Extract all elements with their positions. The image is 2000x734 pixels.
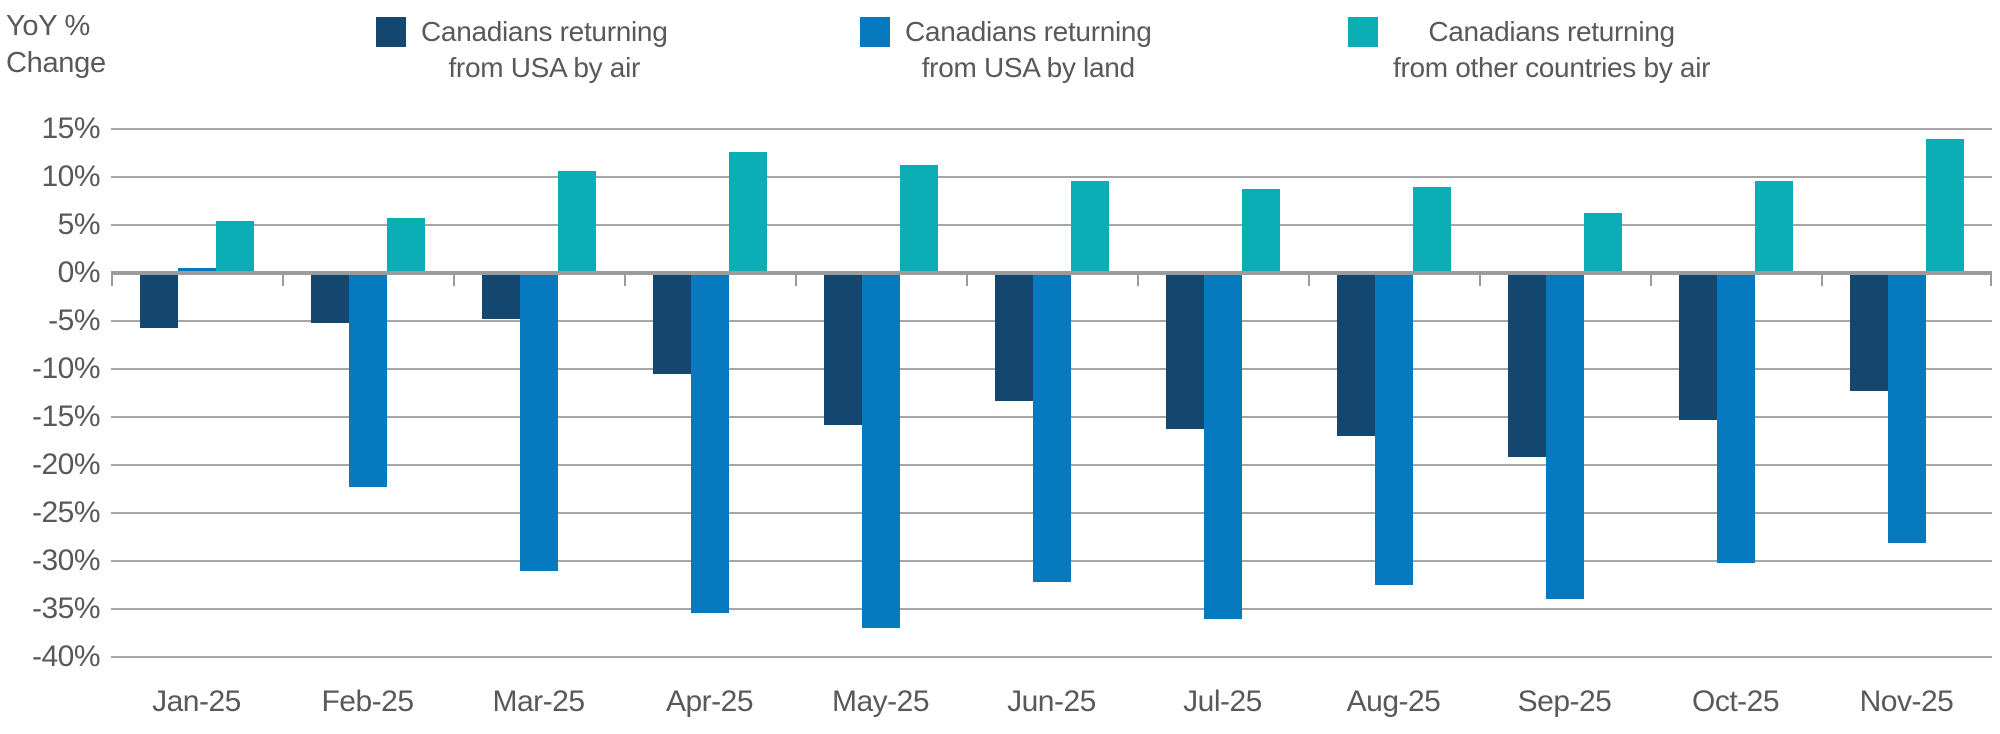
bar xyxy=(690,273,729,613)
bar xyxy=(1203,273,1242,619)
x-axis-tick xyxy=(282,275,284,286)
bar xyxy=(1374,273,1413,585)
bar xyxy=(1583,213,1622,273)
x-axis-tick xyxy=(1137,275,1139,286)
y-axis-tick-label: -40% xyxy=(31,640,101,673)
gridline xyxy=(111,128,1992,130)
y-axis-tick-label: 15% xyxy=(41,112,100,145)
x-axis-tick xyxy=(966,275,968,286)
bar xyxy=(348,273,387,488)
y-axis-tick-label: -30% xyxy=(31,544,101,577)
bar xyxy=(1887,273,1926,543)
bar xyxy=(1165,273,1204,429)
bar xyxy=(177,268,216,273)
x-axis-tick xyxy=(1650,275,1652,286)
y-axis-tick-label: -25% xyxy=(31,496,101,529)
y-axis-tick-label: -35% xyxy=(31,592,101,625)
y-axis-tick-label: -15% xyxy=(31,400,101,433)
y-axis-tick-label: 10% xyxy=(41,160,100,193)
bar xyxy=(1507,273,1546,458)
legend-label-usa-land: Canadians returning from USA by land xyxy=(905,16,1152,83)
legend-label-other-air: Canadians returning from other countries… xyxy=(1393,16,1711,83)
bar xyxy=(861,273,900,629)
x-axis-tick xyxy=(624,275,626,286)
x-axis-category-label: Jun-25 xyxy=(1007,685,1096,718)
bar xyxy=(899,165,938,273)
x-axis-category-label: May-25 xyxy=(831,685,930,718)
bar xyxy=(1925,138,1964,273)
bar xyxy=(519,273,558,571)
legend-swatch-usa-land xyxy=(860,17,890,47)
bar xyxy=(1241,188,1280,273)
bar xyxy=(310,273,349,323)
bar xyxy=(1336,273,1375,437)
bar xyxy=(1716,273,1755,563)
bar xyxy=(1754,180,1793,273)
x-axis-tick xyxy=(795,275,797,286)
gridline xyxy=(111,656,1992,658)
bar xyxy=(994,273,1033,401)
y-axis-title-line1: YoY % xyxy=(6,10,90,42)
legend-item-usa-air: Canadians returning from USA by air xyxy=(376,14,668,86)
y-axis-tick-label: 0% xyxy=(57,256,101,289)
gridline xyxy=(111,224,1992,226)
bar xyxy=(481,273,520,320)
x-axis-tick xyxy=(1990,275,1992,286)
bar xyxy=(1678,273,1717,420)
bar xyxy=(557,171,596,273)
bar xyxy=(1545,273,1584,600)
bar xyxy=(1070,180,1109,273)
y-axis-tick-label: -10% xyxy=(31,352,101,385)
gridline xyxy=(111,176,1992,178)
bar xyxy=(728,152,767,273)
x-axis-tick xyxy=(1308,275,1310,286)
chart-plot-area xyxy=(111,128,1992,658)
bar xyxy=(215,221,254,273)
y-axis-title-line2: Change xyxy=(6,47,106,79)
legend-swatch-usa-air xyxy=(376,17,406,47)
legend-label-usa-air: Canadians returning from USA by air xyxy=(421,16,668,83)
bar xyxy=(139,273,178,328)
y-axis-tick-label: -20% xyxy=(31,448,101,481)
x-axis-category-label: Jul-25 xyxy=(1183,685,1262,718)
x-axis-tick xyxy=(1479,275,1481,286)
x-axis-tick xyxy=(1821,275,1823,286)
legend-item-usa-land: Canadians returning from USA by land xyxy=(860,14,1152,86)
bar xyxy=(1412,186,1451,273)
gridline xyxy=(111,608,1992,610)
legend-item-other-air: Canadians returning from other countries… xyxy=(1348,14,1710,86)
x-axis-category-label: Aug-25 xyxy=(1346,685,1441,718)
x-axis-category-label: Sep-25 xyxy=(1517,685,1612,718)
bar xyxy=(823,273,862,425)
x-axis-category-label: Nov-25 xyxy=(1859,685,1954,718)
y-axis-title: YoY % Change xyxy=(6,8,106,82)
bar xyxy=(1032,273,1071,583)
bar xyxy=(652,273,691,374)
x-axis-category-label: Feb-25 xyxy=(321,685,414,718)
legend-swatch-other-air xyxy=(1348,17,1378,47)
y-axis-tick-label: -5% xyxy=(48,304,100,337)
y-axis-tick-label: 5% xyxy=(57,208,101,241)
x-axis-category-label: Mar-25 xyxy=(492,685,585,718)
bar xyxy=(386,218,425,273)
x-axis-category-label: Jan-25 xyxy=(152,685,241,718)
x-axis-category-label: Oct-25 xyxy=(1691,685,1780,718)
bar xyxy=(1849,273,1888,392)
x-axis-tick xyxy=(453,275,455,286)
x-axis-category-label: Apr-25 xyxy=(665,685,754,718)
x-axis-line xyxy=(111,271,1992,275)
x-axis-tick xyxy=(111,275,113,286)
